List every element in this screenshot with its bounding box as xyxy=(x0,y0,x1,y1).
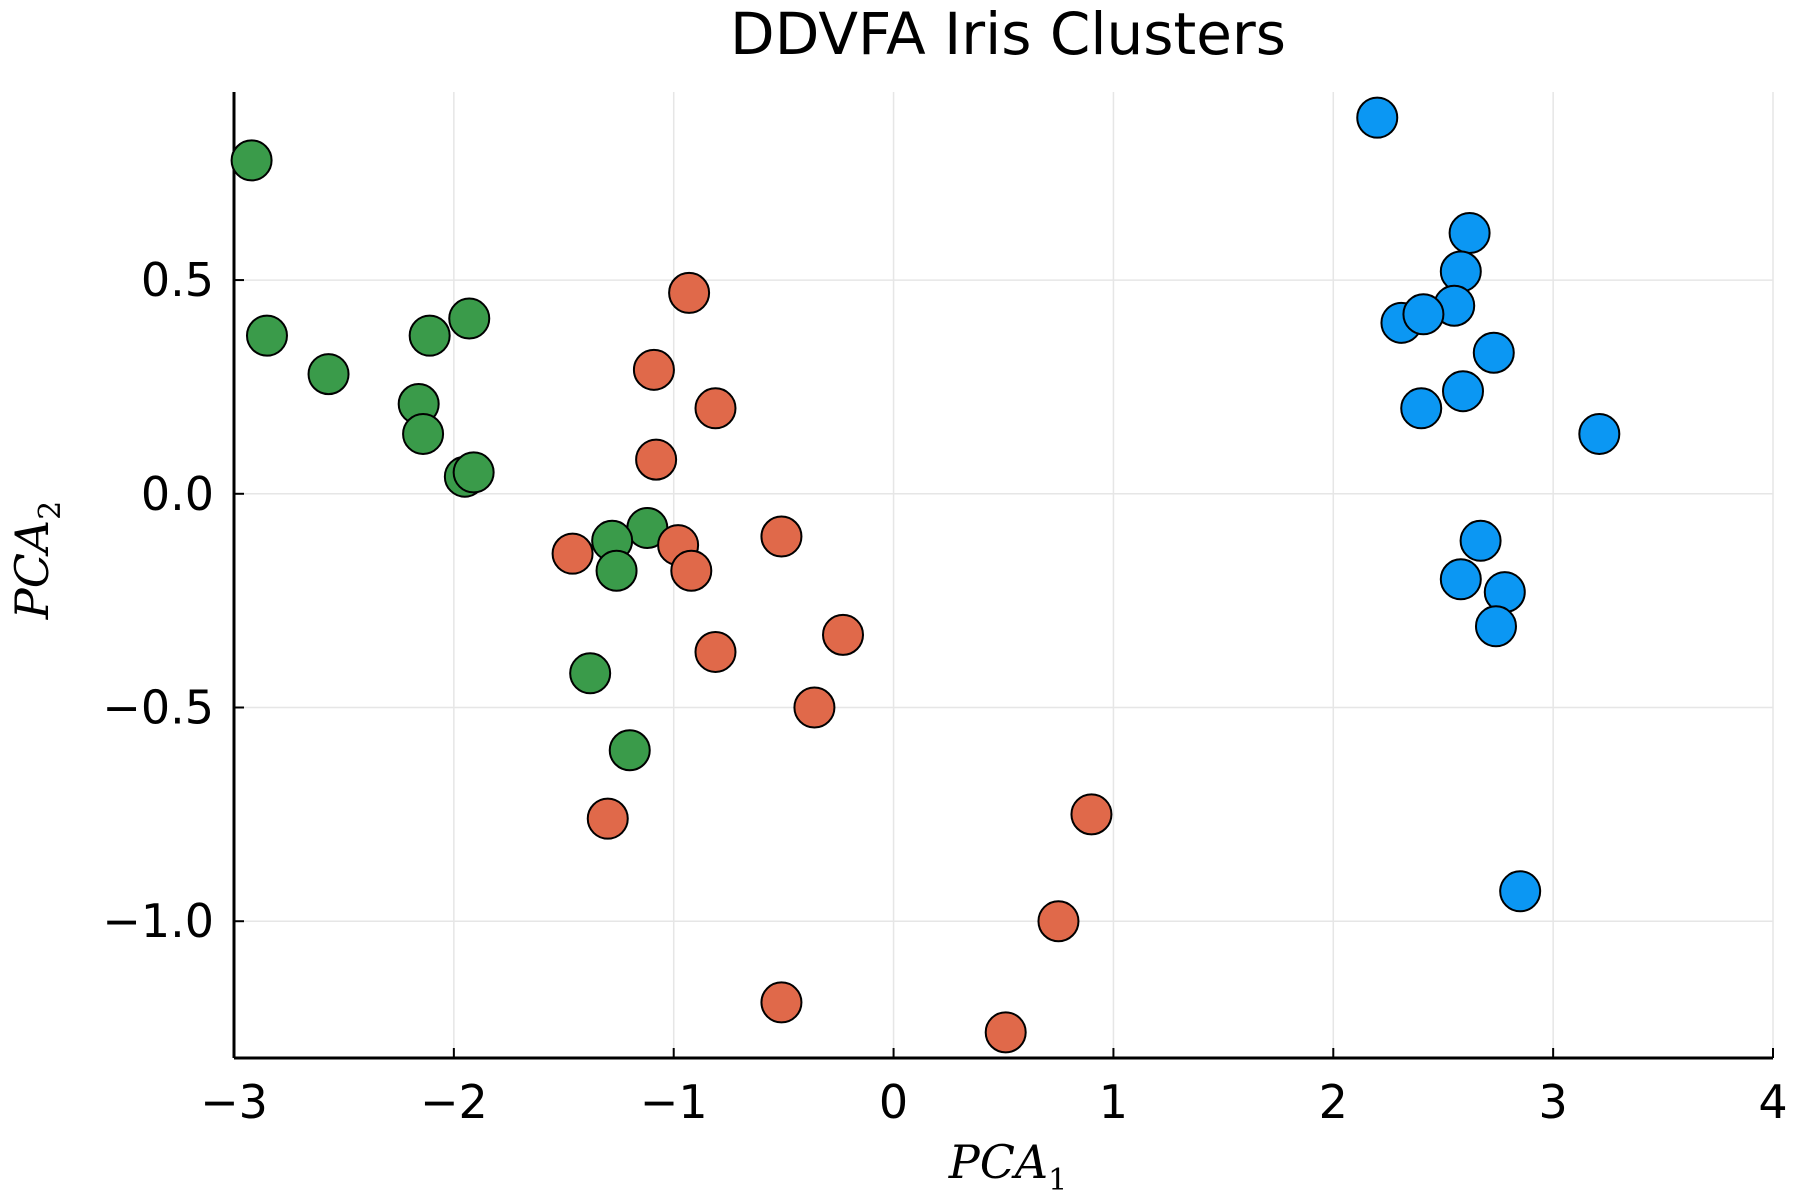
y-tick-label-2: −0.5 xyxy=(102,681,214,735)
data-point-s0-13 xyxy=(608,729,651,772)
data-point-s0-11 xyxy=(595,549,638,592)
data-point-s1-4 xyxy=(551,532,594,575)
x-tick-label-2: −1 xyxy=(640,1075,708,1129)
tick-labels: −3 −2 −1 0 1 2 3 4 0.5 0.0 −0.5 −1.0 xyxy=(102,253,1787,1129)
x-axis-label-main: PCA xyxy=(948,1135,1048,1189)
data-point-s2-1 xyxy=(1448,212,1491,255)
data-point-s2-6 xyxy=(1472,331,1515,374)
data-point-s1-2 xyxy=(694,387,737,430)
data-point-s2-0 xyxy=(1356,96,1399,139)
y-tick-label-0: 0.5 xyxy=(141,253,214,307)
y-tick-label-1: 0.0 xyxy=(141,467,214,521)
data-point-s0-0 xyxy=(230,139,273,182)
axes xyxy=(232,92,1774,1060)
data-point-s1-0 xyxy=(668,271,711,314)
y-tick-label-3: −1.0 xyxy=(102,894,214,948)
data-point-s2-9 xyxy=(1578,412,1621,455)
x-tick-label-7: 4 xyxy=(1758,1075,1787,1129)
data-point-s2-14 xyxy=(1499,870,1542,913)
x-tick-label-3: 0 xyxy=(879,1075,908,1129)
data-point-s1-7 xyxy=(760,515,803,558)
data-point-s0-1 xyxy=(245,314,288,357)
data-point-s1-15 xyxy=(984,1011,1027,1054)
data-point-s2-13 xyxy=(1474,605,1517,648)
data-point-s1-10 xyxy=(793,686,836,729)
data-point-s1-12 xyxy=(1070,793,1113,836)
data-point-s1-13 xyxy=(1037,900,1080,943)
x-axis-label: PCA1 xyxy=(948,1135,1067,1198)
data-point-s0-2 xyxy=(307,353,350,396)
data-point-s0-4 xyxy=(402,412,445,455)
data-point-s1-14 xyxy=(760,981,803,1024)
data-point-s2-10 xyxy=(1459,519,1502,562)
data-point-s1-8 xyxy=(694,630,737,673)
data-point-s2-7 xyxy=(1442,370,1485,413)
data-point-s2-5 xyxy=(1402,293,1445,336)
x-tick-label-6: 3 xyxy=(1539,1075,1568,1129)
data-point-s0-12 xyxy=(569,652,612,695)
data-point-s0-5 xyxy=(408,314,451,357)
x-tick-label-0: −3 xyxy=(200,1075,268,1129)
data-point-s2-11 xyxy=(1439,558,1482,601)
data-point-s1-11 xyxy=(586,797,629,840)
y-axis-label-subscript: 2 xyxy=(33,501,68,520)
data-point-s0-6 xyxy=(448,297,491,340)
x-tick-label-1: −2 xyxy=(420,1075,488,1129)
data-points xyxy=(230,96,1621,1054)
data-point-s0-8 xyxy=(452,451,495,494)
x-axis-label-subscript: 1 xyxy=(1048,1163,1067,1198)
data-point-s1-6 xyxy=(670,549,713,592)
grid-lines xyxy=(233,92,1774,1058)
data-point-s1-3 xyxy=(635,438,678,481)
data-point-s1-1 xyxy=(632,348,675,391)
data-point-s1-9 xyxy=(822,613,865,656)
x-tick-label-4: 1 xyxy=(1099,1075,1128,1129)
y-axis-label: PCA2 xyxy=(5,501,68,620)
data-point-s2-8 xyxy=(1400,387,1443,430)
data-point-s2-2 xyxy=(1439,250,1482,293)
x-tick-label-5: 2 xyxy=(1319,1075,1348,1129)
chart-title: DDVFA Iris Clusters xyxy=(730,0,1286,68)
y-axis-label-main: PCA xyxy=(5,520,59,620)
